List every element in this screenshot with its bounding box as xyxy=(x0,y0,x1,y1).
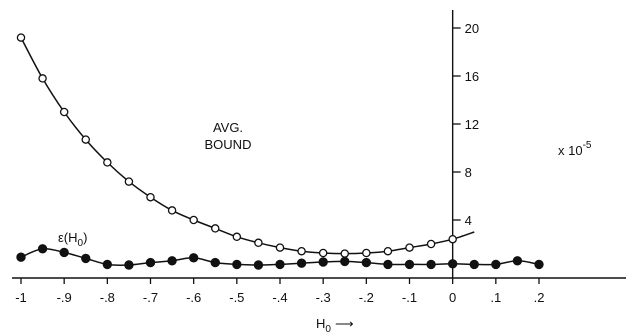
labels: AVG. BOUND ε(H0) x 10-5 H0 ⟶ xyxy=(58,120,592,334)
data-point-filled xyxy=(81,253,91,264)
data-point-filled xyxy=(469,259,479,270)
data-point-open xyxy=(405,243,414,252)
data-point-filled xyxy=(253,260,264,270)
x-axis-label-main: H xyxy=(316,316,325,331)
x-tick-label: -.1 xyxy=(402,290,417,305)
data-point-open xyxy=(340,249,349,258)
data-point-open xyxy=(103,158,112,167)
x-tick-label: -.8 xyxy=(100,290,115,305)
x-axis-label-arrow: ⟶ xyxy=(335,316,354,331)
data-point-open xyxy=(210,224,220,233)
data-point-open xyxy=(16,33,26,42)
data-point-filled xyxy=(383,259,393,270)
data-point-open xyxy=(124,177,134,186)
data-point-open xyxy=(146,192,155,202)
data-point-open xyxy=(448,234,457,244)
data-point-open xyxy=(254,238,263,248)
series-label-avg-bound-line2: BOUND xyxy=(205,137,252,152)
data-point-filled xyxy=(16,252,26,262)
data-point-filled xyxy=(167,256,177,266)
data-point-filled xyxy=(188,253,199,263)
x-axis-label: H0 ⟶ xyxy=(316,316,354,334)
series-label-epsilon: ε(H0) xyxy=(58,230,87,249)
data-point-filled xyxy=(124,260,134,270)
data-point-filled xyxy=(210,257,220,268)
data-point-filled xyxy=(361,257,372,268)
series-label-epsilon-sub: 0 xyxy=(78,238,84,249)
data-point-open xyxy=(362,248,371,258)
data-point-open xyxy=(81,135,91,144)
data-point-open xyxy=(232,232,242,242)
x-tick-label: -1 xyxy=(15,290,27,305)
series-label-epsilon-suffix: ) xyxy=(83,230,87,245)
data-point-filled xyxy=(534,259,544,270)
series-line-0 xyxy=(20,37,475,255)
data-point-open xyxy=(189,215,198,225)
data-point-filled xyxy=(318,257,328,267)
x-tick-label: -.3 xyxy=(316,290,331,305)
points xyxy=(16,33,544,270)
data-point-filled xyxy=(102,259,113,270)
data-point-open xyxy=(383,246,393,256)
x-tick-label: -.6 xyxy=(186,290,201,305)
data-point-open xyxy=(426,239,436,249)
x-tick-label: -.5 xyxy=(229,290,244,305)
x-tick-label: -.9 xyxy=(57,290,72,305)
series-label-avg-bound-line1: AVG. xyxy=(213,120,243,135)
curves xyxy=(20,37,540,266)
data-point-filled xyxy=(404,259,415,270)
data-point-filled xyxy=(491,259,501,270)
data-point-open xyxy=(318,248,328,258)
data-point-filled xyxy=(340,256,350,267)
data-point-filled xyxy=(512,256,523,266)
data-point-filled xyxy=(37,244,48,254)
x-tick-label: -.4 xyxy=(272,290,287,305)
data-point-filled xyxy=(296,258,307,268)
x-tick-label: .1 xyxy=(490,290,501,305)
y-multiplier-exponent: -5 xyxy=(583,140,592,151)
x-tick-label: .2 xyxy=(534,290,545,305)
y-tick-label: 20 xyxy=(465,21,479,36)
data-point-filled xyxy=(232,259,242,270)
data-point-filled xyxy=(275,259,285,270)
x-tick-label: -.7 xyxy=(143,290,158,305)
y-multiplier-label: x 10-5 xyxy=(558,140,592,158)
y-tick-label: 12 xyxy=(465,117,479,132)
axes: -1 -.9 -.8 -.7 -.6 -.5 -.4 -.3 -.2 -.1 0 .1 .2 4 8 12 16… xyxy=(12,10,626,305)
y-multiplier-base: x 10 xyxy=(558,143,583,158)
data-point-filled xyxy=(145,257,156,268)
data-point-filled xyxy=(426,259,436,270)
y-tick-label: 4 xyxy=(465,213,472,228)
data-point-filled xyxy=(447,259,458,269)
y-tick-label: 8 xyxy=(465,165,472,180)
x-axis-label-sub: 0 xyxy=(325,324,331,334)
data-point-open xyxy=(59,107,69,117)
series-label-epsilon-main: ε(H xyxy=(58,230,78,245)
x-tick-label: 0 xyxy=(449,290,456,305)
data-point-open xyxy=(297,246,306,256)
data-point-open xyxy=(167,206,177,215)
x-tick-label: -.2 xyxy=(359,290,374,305)
y-tick-label: 16 xyxy=(465,69,479,84)
data-point-open xyxy=(38,74,47,83)
data-point-filled xyxy=(59,247,69,258)
data-point-open xyxy=(275,243,285,252)
